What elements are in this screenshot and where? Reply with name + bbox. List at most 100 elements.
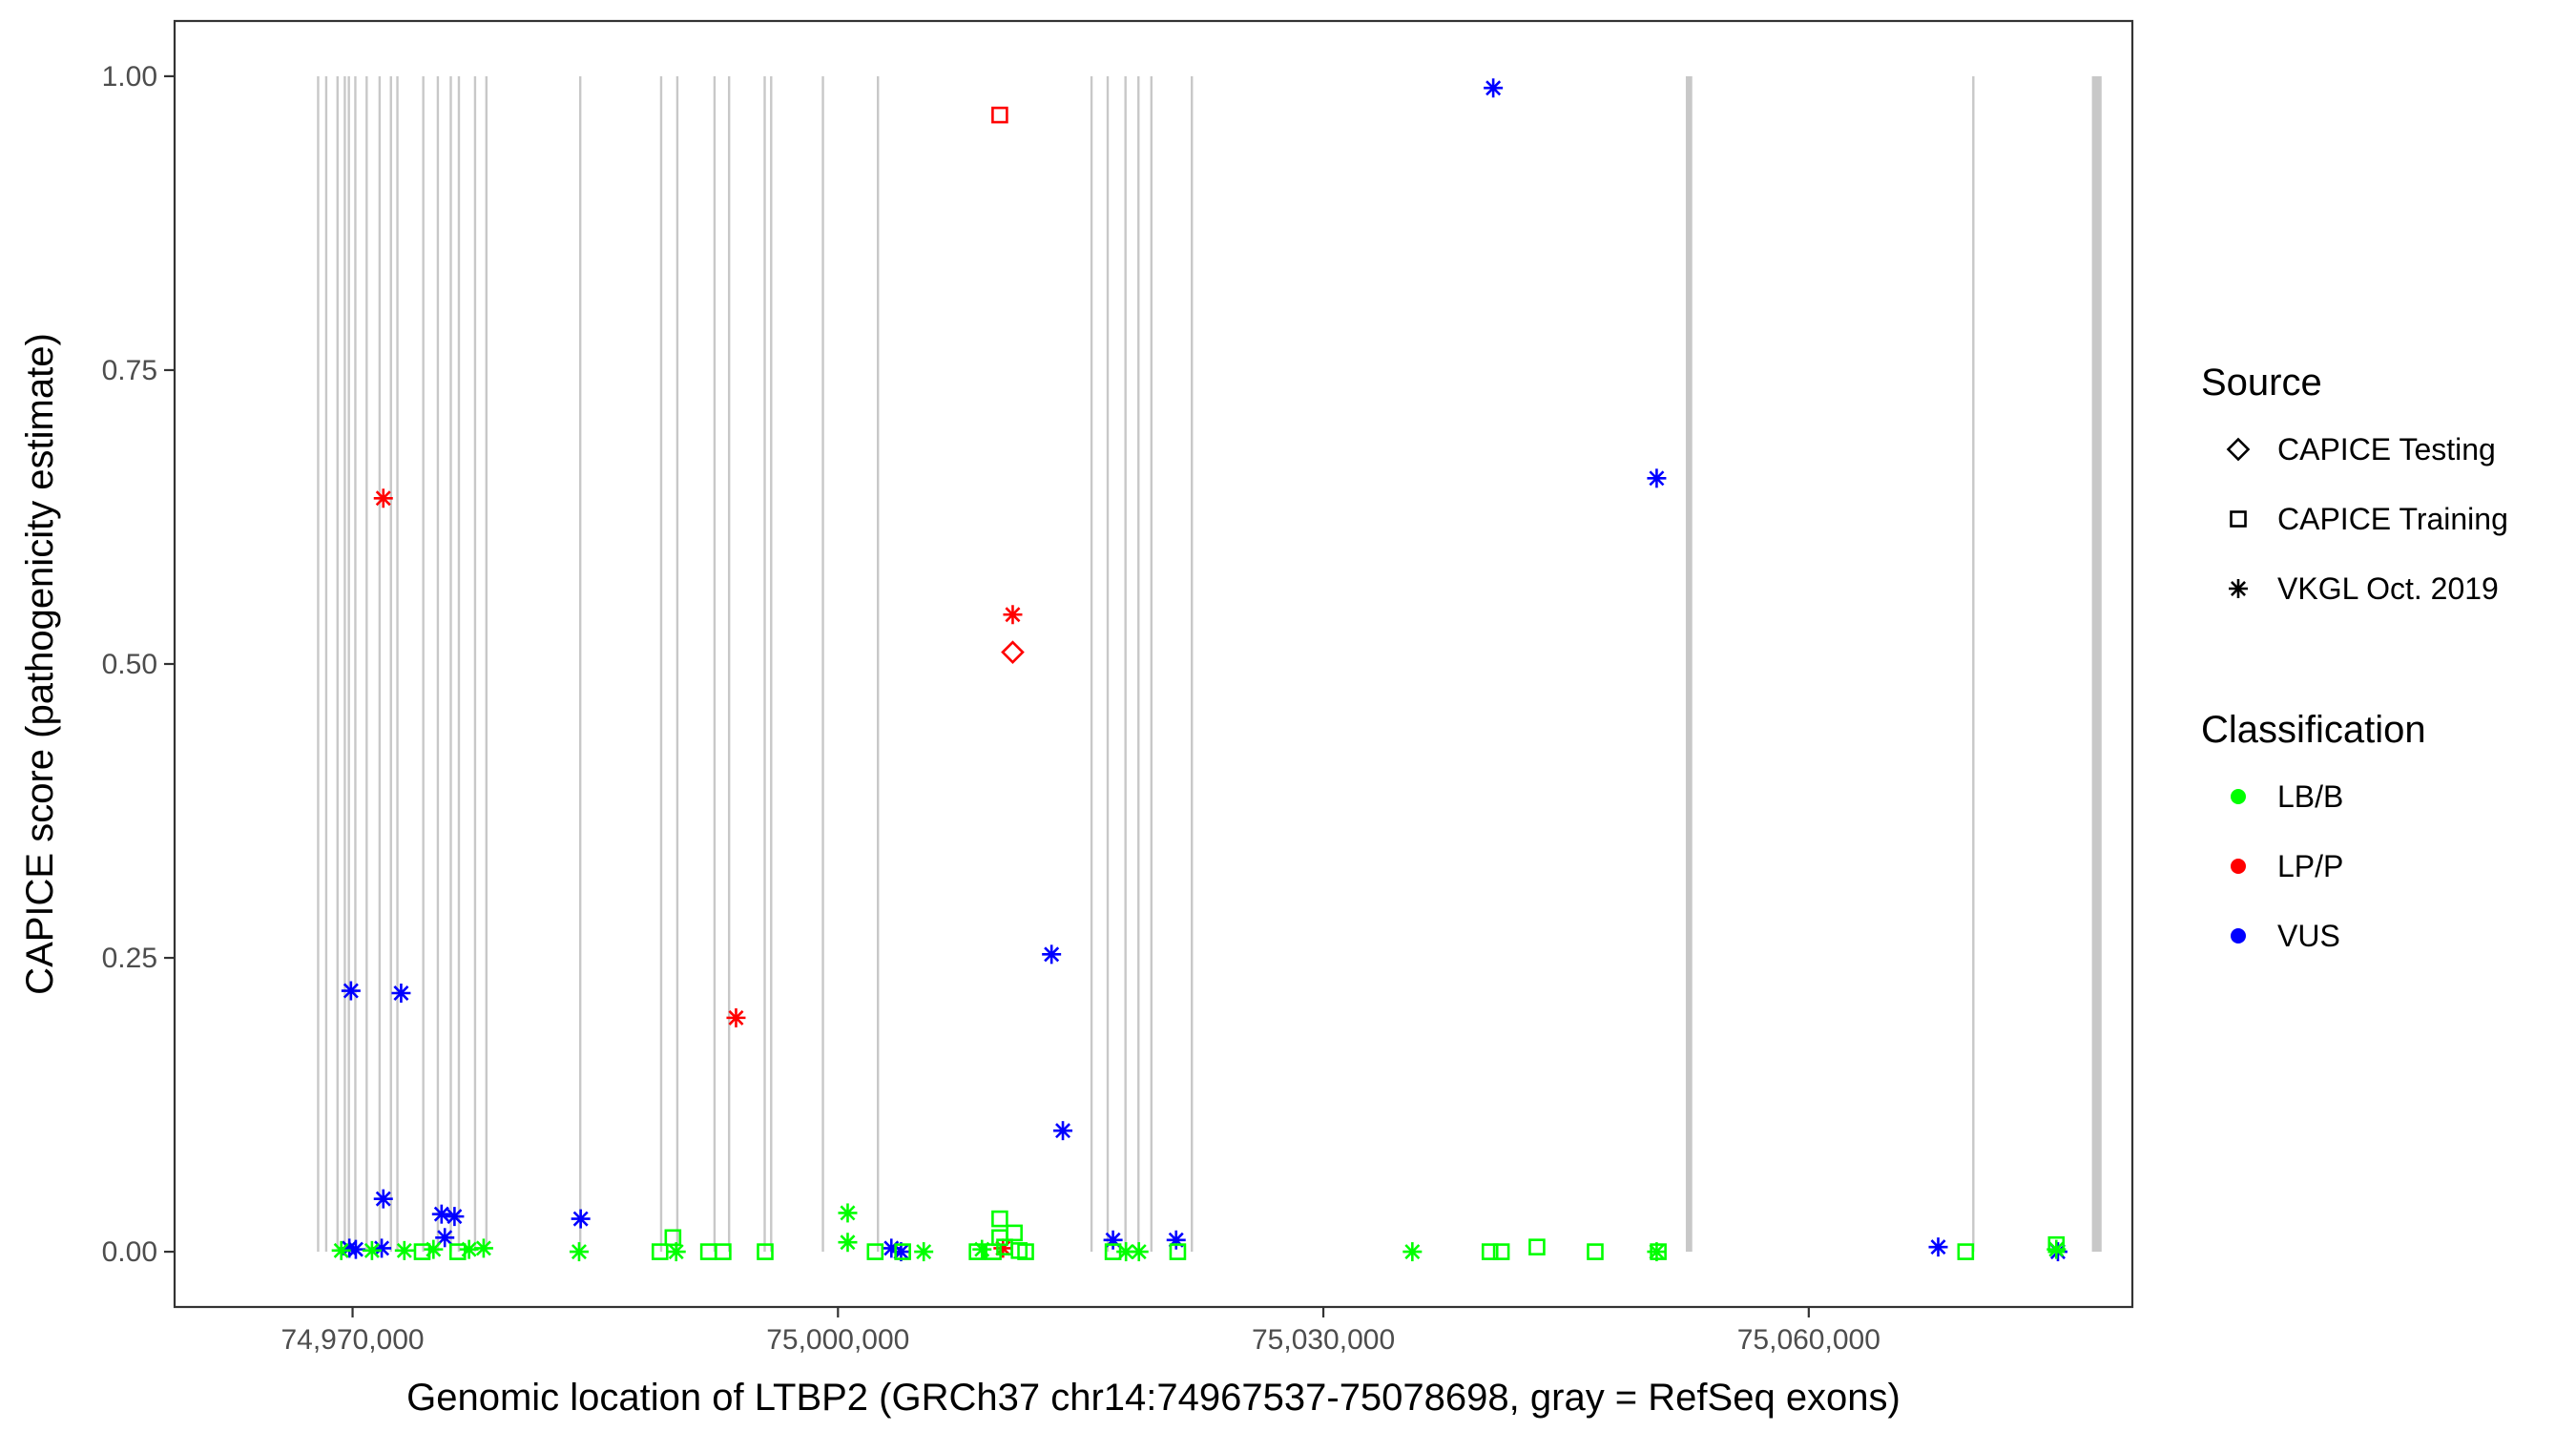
exon-band bbox=[1137, 75, 1140, 1253]
x-tick-label: 74,970,000 bbox=[280, 1324, 424, 1356]
exon-band bbox=[1191, 75, 1194, 1253]
exon-band bbox=[770, 75, 773, 1253]
exon-band bbox=[659, 75, 663, 1253]
exon-band bbox=[727, 75, 731, 1253]
exon-band bbox=[354, 75, 357, 1253]
exon-band bbox=[347, 75, 350, 1253]
exon-band bbox=[324, 75, 328, 1253]
data-point bbox=[1650, 1243, 1667, 1260]
data-point bbox=[571, 1209, 591, 1229]
legend-classification-title: Classification bbox=[2201, 709, 2426, 751]
data-point bbox=[1042, 944, 1062, 964]
exon-band bbox=[1972, 75, 1975, 1253]
data-point bbox=[448, 1243, 467, 1260]
data-point bbox=[373, 1189, 393, 1209]
exon-band bbox=[578, 75, 582, 1253]
data-point bbox=[1492, 1243, 1510, 1260]
legend-class-key bbox=[2231, 859, 2246, 874]
exon-band bbox=[763, 75, 766, 1253]
data-point bbox=[1001, 640, 1025, 665]
data-point bbox=[914, 1242, 934, 1262]
data-point bbox=[1003, 605, 1023, 625]
data-point bbox=[651, 1243, 669, 1260]
data-point bbox=[424, 1239, 444, 1259]
legend-class-label: VUS bbox=[2277, 919, 2340, 953]
data-point bbox=[394, 1240, 414, 1260]
legend-class-key bbox=[2231, 789, 2246, 804]
exon-band bbox=[317, 75, 320, 1253]
data-point bbox=[1647, 468, 1667, 488]
x-axis: 74,970,000 75,000,000 75,030,000 75,060,000 bbox=[280, 1307, 1880, 1356]
data-point bbox=[726, 1007, 746, 1027]
data-point bbox=[968, 1243, 986, 1260]
y-axis-title: CAPICE score (pathogenicity estimate) bbox=[19, 333, 61, 995]
legend-source-label: CAPICE Testing bbox=[2277, 432, 2496, 467]
exon-band bbox=[378, 75, 382, 1253]
exon-band bbox=[473, 75, 477, 1253]
data-point bbox=[373, 488, 393, 508]
legend-source-label: VKGL Oct. 2019 bbox=[2277, 571, 2499, 606]
exon-band bbox=[1685, 75, 1693, 1253]
data-point bbox=[413, 1243, 431, 1260]
x-tick-label: 75,000,000 bbox=[766, 1324, 909, 1356]
data-point bbox=[473, 1238, 493, 1258]
data-point bbox=[1017, 1243, 1034, 1260]
data-point bbox=[1484, 78, 1504, 98]
data-point bbox=[1129, 1242, 1149, 1262]
legend-source-label: CAPICE Training bbox=[2277, 502, 2508, 536]
exon-band bbox=[336, 75, 339, 1253]
legend-source-title: Source bbox=[2201, 362, 2322, 404]
exon-band bbox=[389, 75, 392, 1253]
legend-class-label: LP/P bbox=[2277, 849, 2343, 883]
exon-band bbox=[396, 75, 399, 1253]
exon-band bbox=[2091, 75, 2102, 1253]
data-point bbox=[1006, 1224, 1023, 1242]
data-point bbox=[1104, 1243, 1122, 1260]
legend-source-key bbox=[2226, 437, 2251, 462]
data-point bbox=[435, 1228, 455, 1248]
data-point bbox=[757, 1243, 774, 1260]
exon-band bbox=[1124, 75, 1127, 1253]
data-point bbox=[391, 984, 411, 1004]
data-point bbox=[341, 981, 361, 1001]
exon-band bbox=[675, 75, 679, 1253]
legend-source-key bbox=[2230, 510, 2247, 528]
exon-band bbox=[1106, 75, 1110, 1253]
x-axis-title: Genomic location of LTBP2 (GRCh37 chr14:… bbox=[406, 1377, 1901, 1419]
data-point bbox=[1169, 1243, 1187, 1260]
data-point bbox=[445, 1207, 465, 1227]
data-point bbox=[1528, 1238, 1546, 1255]
y-tick-label: 0.75 bbox=[102, 355, 157, 386]
data-point bbox=[1587, 1243, 1604, 1260]
exon-lines bbox=[317, 75, 2102, 1253]
exon-band bbox=[422, 75, 425, 1253]
y-axis: 0.00 0.25 0.50 0.75 1.00 bbox=[102, 61, 175, 1268]
exon-band bbox=[1150, 75, 1153, 1253]
data-point bbox=[1402, 1242, 1423, 1262]
y-tick-label: 0.00 bbox=[102, 1236, 157, 1268]
exon-band bbox=[449, 75, 452, 1253]
exon-band bbox=[877, 75, 880, 1253]
data-point bbox=[331, 1240, 351, 1260]
data-point bbox=[991, 106, 1008, 124]
exon-band bbox=[485, 75, 488, 1253]
x-tick-label: 75,030,000 bbox=[1252, 1324, 1395, 1356]
data-point bbox=[894, 1243, 911, 1260]
x-tick-label: 75,060,000 bbox=[1737, 1324, 1880, 1356]
data-point bbox=[1481, 1243, 1499, 1260]
legend-classification-items: LB/B LP/P VUS bbox=[2231, 779, 2343, 953]
data-point bbox=[664, 1229, 682, 1247]
data-point bbox=[569, 1242, 589, 1262]
exon-band bbox=[1090, 75, 1093, 1253]
exon-band bbox=[436, 75, 440, 1253]
data-point bbox=[1957, 1243, 1975, 1260]
y-tick-label: 0.25 bbox=[102, 943, 157, 974]
y-tick-label: 1.00 bbox=[102, 61, 157, 93]
exon-band bbox=[713, 75, 717, 1253]
data-point bbox=[972, 1239, 992, 1259]
legend-source-items: CAPICE Testing CAPICE Training VKGL Oct. 2… bbox=[2226, 432, 2508, 606]
data-point bbox=[838, 1233, 858, 1253]
data-point bbox=[1928, 1237, 1948, 1257]
data-point bbox=[991, 1210, 1008, 1228]
